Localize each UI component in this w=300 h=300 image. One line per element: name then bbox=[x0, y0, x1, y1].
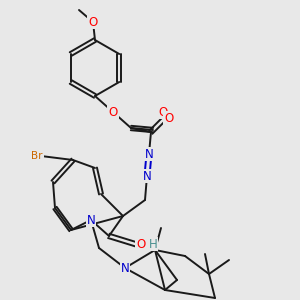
Text: H: H bbox=[148, 238, 158, 250]
Text: Br: Br bbox=[31, 151, 43, 161]
Text: O: O bbox=[164, 112, 174, 124]
Text: N: N bbox=[121, 262, 129, 275]
Text: N: N bbox=[87, 214, 95, 226]
Text: O: O bbox=[158, 106, 168, 118]
Text: O: O bbox=[88, 16, 98, 28]
Text: O: O bbox=[136, 238, 146, 250]
Text: N: N bbox=[145, 148, 153, 160]
Text: O: O bbox=[108, 106, 118, 118]
Text: N: N bbox=[142, 169, 152, 182]
Text: N: N bbox=[145, 148, 153, 160]
